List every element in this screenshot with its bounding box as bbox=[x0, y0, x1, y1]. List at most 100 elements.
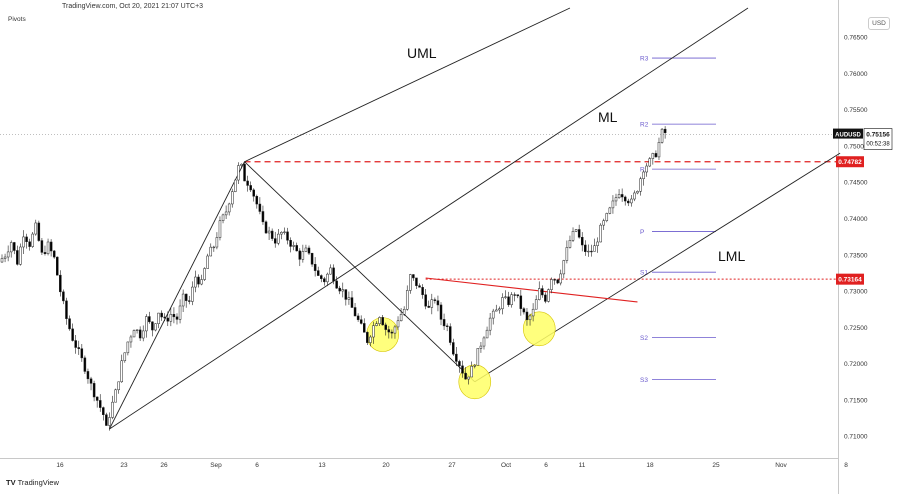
candle-body bbox=[178, 305, 182, 320]
candle-body bbox=[264, 221, 268, 234]
candle-body bbox=[476, 348, 480, 366]
candle-body bbox=[243, 163, 246, 182]
candle-body bbox=[203, 268, 206, 280]
candle-body bbox=[605, 213, 609, 221]
candle-body bbox=[608, 207, 612, 214]
candle-body bbox=[289, 239, 292, 247]
candle-body bbox=[470, 365, 473, 378]
candle-body bbox=[436, 300, 440, 306]
candle-body bbox=[301, 251, 305, 260]
candle-body bbox=[593, 245, 596, 252]
candle-body bbox=[495, 309, 498, 312]
candle-body bbox=[148, 316, 151, 323]
candle-body bbox=[326, 273, 329, 283]
candle-body bbox=[138, 329, 142, 339]
candle-body bbox=[188, 300, 191, 302]
candle-body bbox=[332, 267, 335, 282]
candle-body bbox=[316, 270, 320, 276]
candle-body bbox=[424, 294, 427, 307]
candle-body bbox=[660, 128, 664, 143]
candle-body bbox=[323, 278, 326, 283]
x-tick-label: 25 bbox=[712, 462, 720, 469]
candle-body bbox=[645, 165, 648, 173]
candle-body bbox=[71, 328, 74, 341]
label-ml: ML bbox=[598, 109, 618, 125]
candle-body bbox=[359, 319, 363, 324]
y-tick-label: 0.74000 bbox=[844, 216, 868, 223]
candle-body bbox=[412, 274, 415, 279]
candle-body bbox=[329, 267, 332, 275]
candle-body bbox=[65, 300, 68, 319]
candle-body bbox=[633, 192, 636, 200]
candle-body bbox=[286, 231, 289, 241]
candle-body bbox=[556, 279, 559, 284]
candle-body bbox=[163, 316, 166, 319]
candle-body bbox=[135, 329, 139, 331]
candle-body bbox=[498, 308, 501, 311]
candle-body bbox=[320, 275, 323, 279]
candle-body bbox=[68, 318, 71, 330]
brand-name: TradingView bbox=[17, 478, 59, 487]
candle-body bbox=[568, 239, 572, 248]
candle-body bbox=[197, 276, 200, 285]
candle-body bbox=[418, 285, 421, 288]
candle-body bbox=[132, 330, 136, 338]
candle-body bbox=[86, 371, 90, 380]
candle-body bbox=[541, 288, 544, 296]
candle-body bbox=[292, 245, 295, 247]
candle-body bbox=[461, 365, 464, 374]
candle-body bbox=[369, 336, 372, 343]
candle-body bbox=[375, 323, 378, 326]
y-tick-label: 0.75500 bbox=[844, 107, 868, 114]
candle-body bbox=[145, 316, 148, 332]
candle-body bbox=[313, 264, 317, 271]
price-tag-resistance-bg bbox=[836, 156, 864, 168]
candle-body bbox=[614, 197, 618, 202]
line-ml bbox=[109, 7, 749, 430]
candle-body bbox=[169, 314, 173, 322]
candle-body bbox=[504, 296, 507, 298]
candle-body bbox=[488, 317, 492, 331]
indicator-label[interactable]: Pivots bbox=[8, 16, 26, 23]
candle-body bbox=[657, 142, 661, 158]
candle-body bbox=[544, 294, 547, 302]
candle-body bbox=[255, 195, 259, 205]
candle-body bbox=[627, 200, 630, 204]
candle-body bbox=[553, 279, 556, 281]
candle-body bbox=[430, 299, 434, 308]
candle-body bbox=[519, 295, 523, 309]
candle-body bbox=[270, 230, 274, 239]
candle-body bbox=[102, 407, 105, 415]
candle-body bbox=[95, 396, 99, 401]
candle-body bbox=[378, 317, 381, 324]
candle-body bbox=[341, 289, 345, 292]
candle-body bbox=[547, 289, 550, 302]
candle-body bbox=[510, 294, 513, 306]
candle-body bbox=[596, 241, 599, 246]
candle-body bbox=[175, 316, 179, 320]
candle-body bbox=[227, 203, 231, 213]
candle-body bbox=[433, 299, 437, 301]
candle-body bbox=[522, 308, 526, 313]
candle-body bbox=[350, 297, 354, 308]
x-tick-label: 16 bbox=[56, 462, 64, 469]
candle-body bbox=[574, 229, 578, 232]
countdown-tag: 00:52:38 bbox=[866, 142, 890, 148]
time-axis[interactable] bbox=[0, 458, 838, 459]
y-tick-label: 0.76000 bbox=[844, 71, 868, 78]
y-tick-label: 0.71500 bbox=[844, 397, 868, 404]
candle-body bbox=[636, 191, 639, 194]
candle-body bbox=[617, 194, 621, 198]
candle-body bbox=[387, 329, 391, 333]
candle-body bbox=[516, 294, 520, 297]
candle-body bbox=[267, 230, 271, 234]
candle-body bbox=[442, 319, 446, 327]
candle-body bbox=[363, 323, 366, 333]
currency-button[interactable]: USD bbox=[868, 17, 890, 30]
candle-body bbox=[56, 256, 59, 276]
candle-body bbox=[105, 414, 108, 426]
price-axis[interactable] bbox=[838, 0, 900, 494]
candle-body bbox=[9, 242, 13, 253]
x-tick-label: 23 bbox=[120, 462, 128, 469]
